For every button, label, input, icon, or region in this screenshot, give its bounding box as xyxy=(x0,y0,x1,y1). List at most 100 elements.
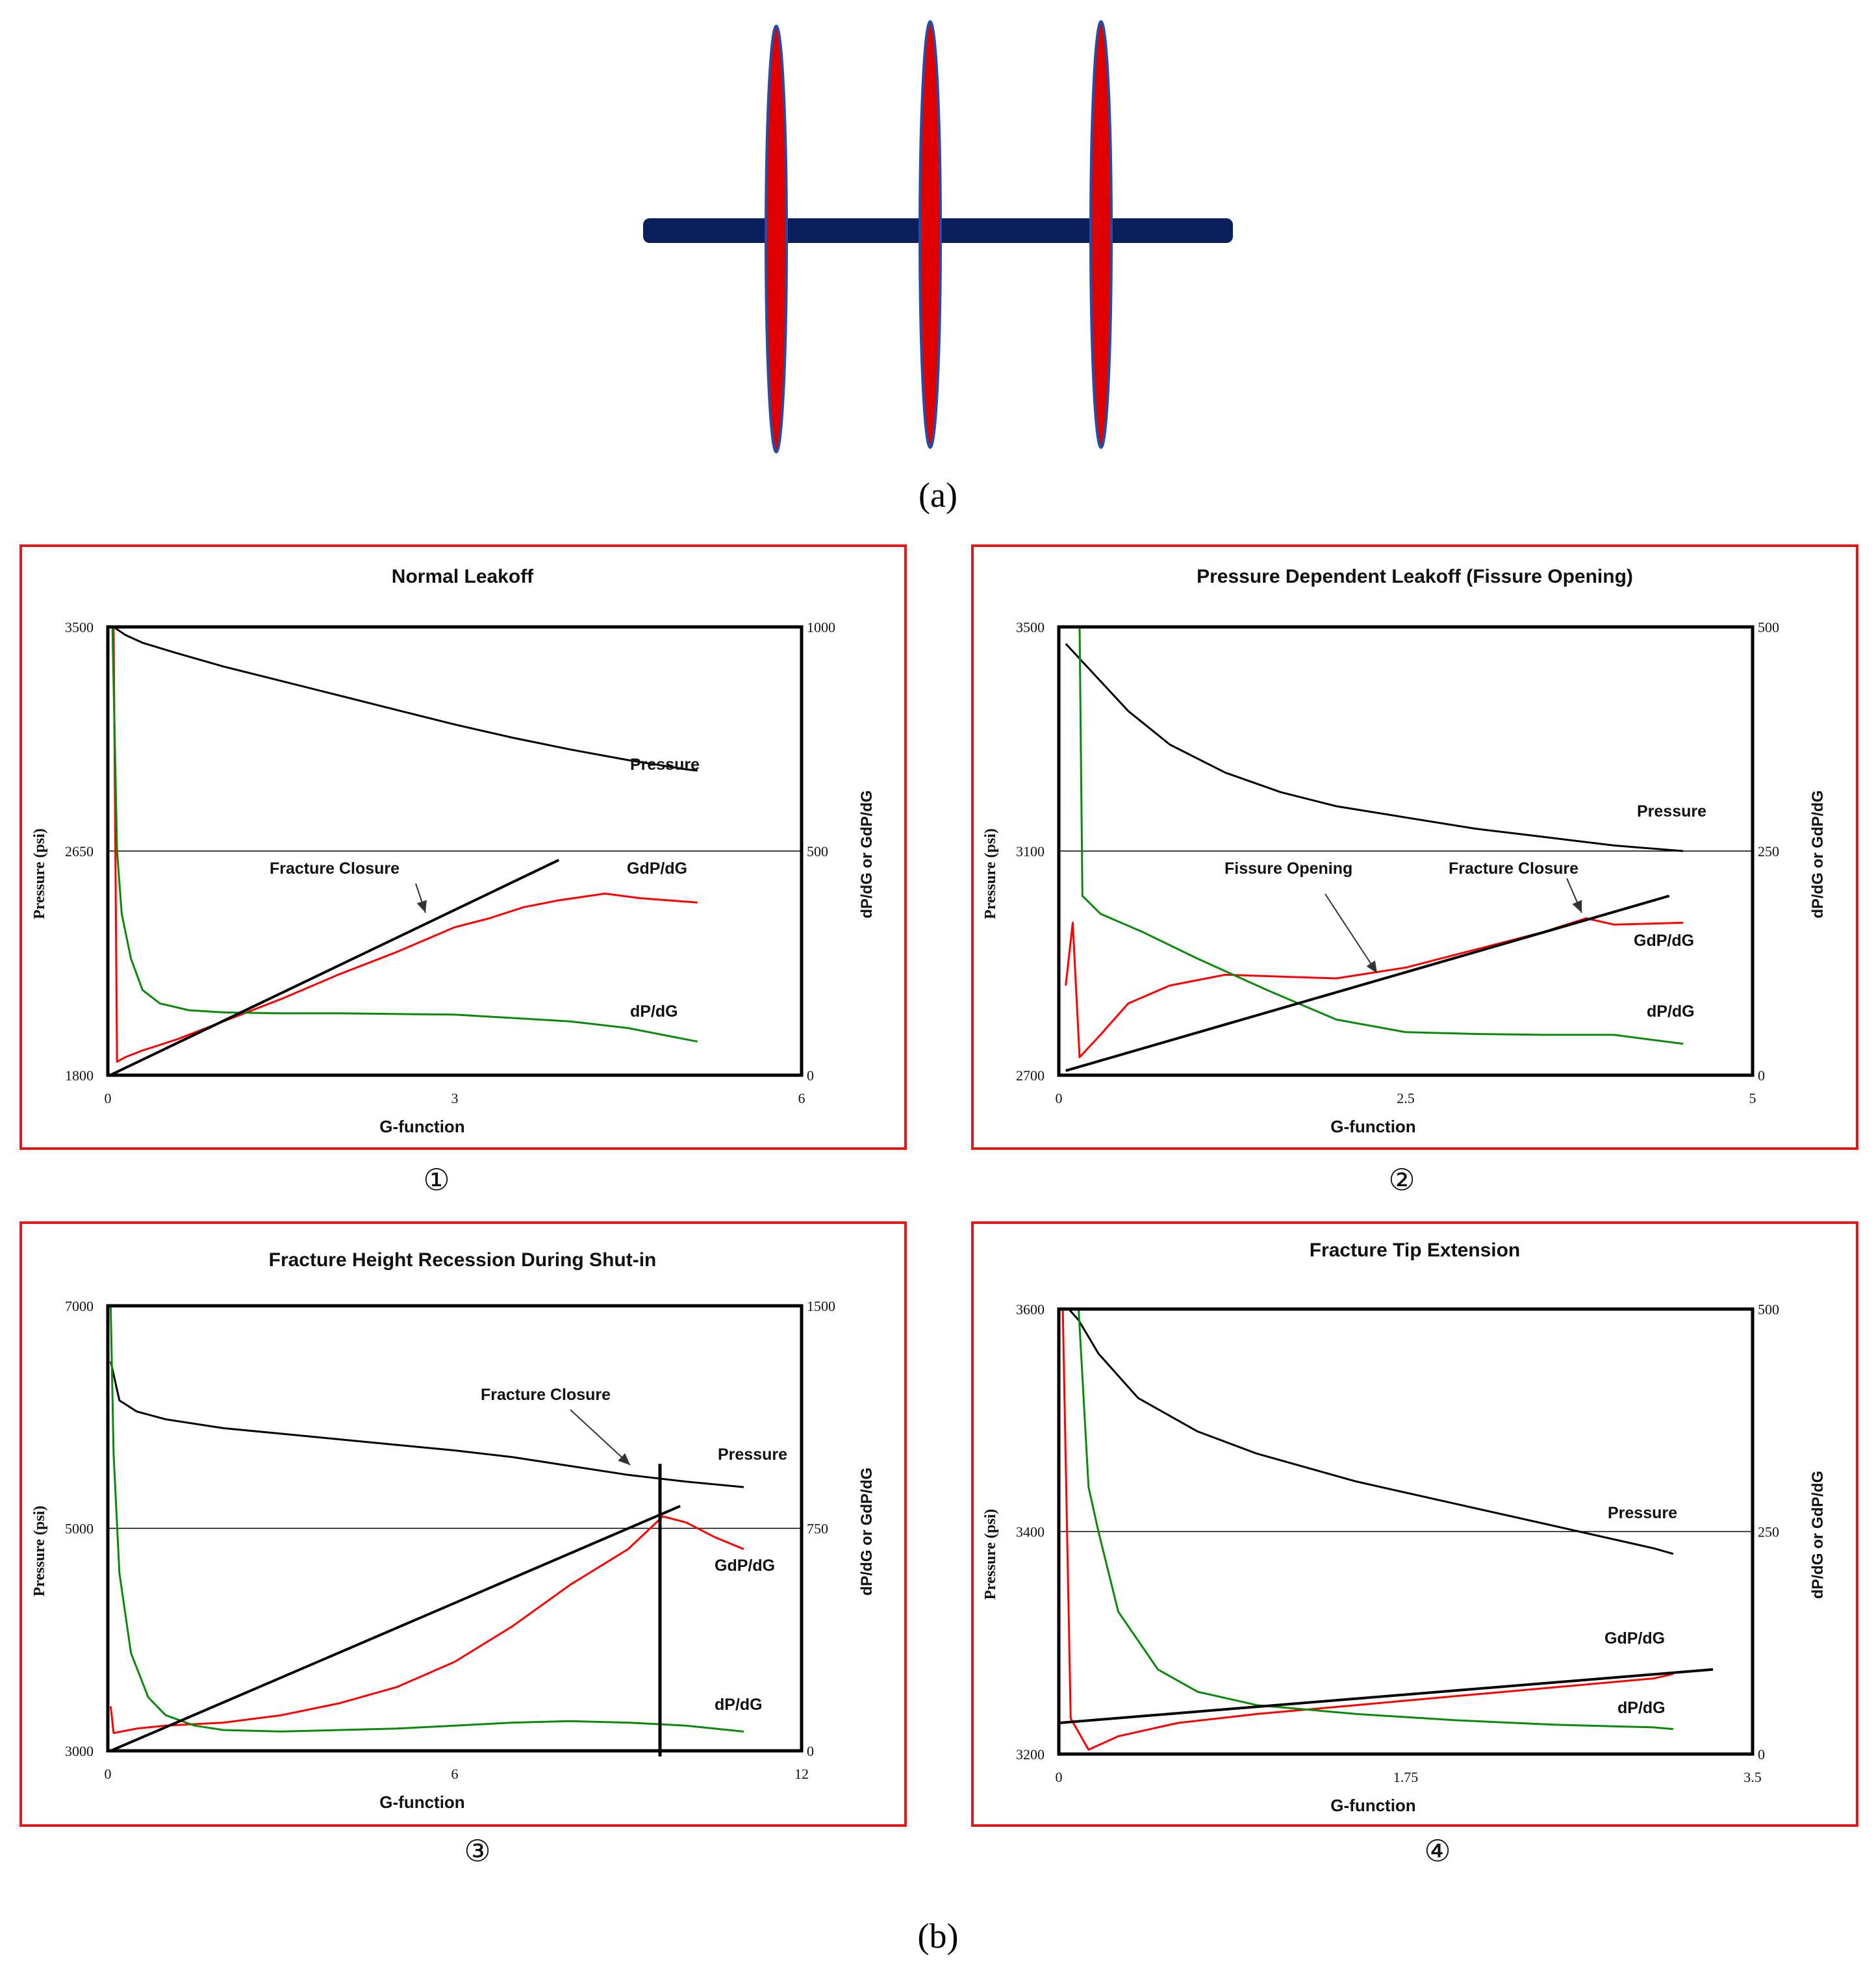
plot-area xyxy=(109,1306,744,1751)
arrowhead-icon xyxy=(416,900,427,913)
y2-tick-label: 0 xyxy=(807,1067,814,1084)
annotation-gdp-dg: GdP/dG xyxy=(715,1557,775,1575)
y2-tick-label: 250 xyxy=(1758,843,1779,859)
annotation-gdp-dg: GdP/dG xyxy=(1634,932,1694,950)
y2-tick-label: 500 xyxy=(807,843,828,859)
x-tick-label: 12 xyxy=(794,1766,809,1782)
y-tick-label: 3100 xyxy=(1016,843,1045,859)
series-tangent xyxy=(109,858,560,1075)
fracture-1 xyxy=(765,25,788,453)
series-pressure xyxy=(1065,643,1684,852)
y-tick-label: 7000 xyxy=(65,1298,94,1314)
annotation-dp-dg: dP/dG xyxy=(1647,1002,1695,1021)
chart-panel-4: Fracture Tip Extension 0 1.75 3.5 3200 3400 36… xyxy=(971,1221,1858,1868)
annotation-dp-dg: dP/dG xyxy=(715,1696,763,1714)
annotation-pressure: Pressure xyxy=(1637,802,1706,821)
plot-frame xyxy=(1057,625,1755,1077)
panel-border xyxy=(19,544,907,1150)
arrowhead-icon xyxy=(1572,900,1582,913)
x-tick-label: 5 xyxy=(1749,1090,1756,1106)
annotation-fracture-closure: Fracture Closure xyxy=(1449,859,1578,878)
annotation-arrow xyxy=(1325,893,1378,974)
chart-panel-3: Fracture Height Recession During Shut-in… xyxy=(19,1221,907,1868)
y2-axis-title: dP/dG or GdP/dG xyxy=(1809,1471,1827,1599)
annotation-pressure: Pressure xyxy=(1608,1504,1677,1522)
chart-title: Pressure Dependent Leakoff (Fissure Open… xyxy=(1197,566,1633,587)
chart-title: Normal Leakoff xyxy=(392,566,534,587)
x-tick-label: 0 xyxy=(1056,1769,1063,1785)
plot-area xyxy=(1059,1309,1714,1751)
y-tick-label: 3400 xyxy=(1016,1524,1045,1540)
label-b: (b) xyxy=(918,1916,959,1955)
annotation-pressure: Pressure xyxy=(718,1445,787,1464)
series-dp-dg xyxy=(111,627,698,1043)
plot-frame xyxy=(106,1304,804,1753)
annotation-gdp-dg: GdP/dG xyxy=(1604,1629,1665,1648)
annotation-dp-dg: dP/dG xyxy=(630,1002,678,1021)
annotation-dp-dg: dP/dG xyxy=(1617,1699,1666,1717)
plot-area xyxy=(109,627,698,1075)
y-tick-label: 3200 xyxy=(1016,1746,1045,1763)
series-dp-dg xyxy=(1078,1309,1674,1731)
y2-axis-title: dP/dG or GdP/dG xyxy=(858,1468,876,1596)
wellbore-fracture-diagram: (a) xyxy=(643,20,1233,515)
arrowhead-icon xyxy=(618,1453,630,1465)
x-axis-title: G-function xyxy=(1330,1796,1415,1815)
annotation-pressure: Pressure xyxy=(630,756,700,774)
x-tick-label: 2.5 xyxy=(1397,1090,1415,1106)
panel-number: ② xyxy=(1388,1162,1415,1197)
x-axis-title: G-function xyxy=(379,1792,464,1812)
plot-frame xyxy=(1057,1307,1755,1756)
fracture-2 xyxy=(919,20,942,449)
y-axis-title: Pressure (psi) xyxy=(982,1509,999,1600)
annotation-fracture-closure: Fracture Closure xyxy=(481,1386,611,1404)
series-gdp-dg xyxy=(112,627,698,1063)
annotation-fracture-closure: Fracture Closure xyxy=(270,859,399,878)
arrowhead-icon xyxy=(1366,960,1377,973)
annotation-arrow xyxy=(570,1409,631,1466)
plot-area xyxy=(1065,627,1684,1073)
y-tick-label: 3600 xyxy=(1016,1301,1045,1317)
y2-axis-title: dP/dG or GdP/dG xyxy=(858,790,876,918)
y-axis-title: Pressure (psi) xyxy=(982,828,999,919)
chart-panel-1: Normal Leakoff 0 3 6 1800 2650 3500 0 500 1000 G-f… xyxy=(19,544,907,1197)
chart-panel-2: Pressure Dependent Leakoff (Fissure Open… xyxy=(971,544,1858,1197)
y2-tick-label: 0 xyxy=(1758,1067,1765,1084)
series-gdp-dg xyxy=(1061,1309,1674,1751)
annotation-fissure-opening: Fissure Opening xyxy=(1224,859,1352,878)
x-tick-label: 3 xyxy=(451,1090,459,1106)
panel-border xyxy=(19,1221,907,1827)
x-tick-label: 0 xyxy=(1056,1090,1063,1106)
series-gdp-dg xyxy=(109,1515,744,1735)
y2-tick-label: 1500 xyxy=(807,1298,835,1314)
chart-title: Fracture Tip Extension xyxy=(1310,1240,1521,1261)
y-tick-label: 5000 xyxy=(65,1521,94,1537)
x-tick-label: 0 xyxy=(105,1766,112,1782)
y-tick-label: 3000 xyxy=(65,1743,94,1759)
plot-frame xyxy=(106,625,804,1077)
series-dp-dg xyxy=(109,1306,744,1733)
y2-tick-label: 750 xyxy=(807,1521,828,1537)
y2-tick-label: 0 xyxy=(1758,1746,1765,1763)
panel-border xyxy=(971,1221,1858,1827)
y-tick-label: 1800 xyxy=(65,1067,94,1084)
y-tick-label: 2650 xyxy=(65,843,94,859)
x-axis-title: G-function xyxy=(379,1117,464,1136)
x-tick-label: 6 xyxy=(798,1090,805,1106)
y-tick-label: 2700 xyxy=(1016,1067,1045,1084)
annotation-gdp-dg: GdP/dG xyxy=(627,859,687,878)
label-a: (a) xyxy=(919,476,957,515)
chart-title: Fracture Height Recession During Shut-in xyxy=(269,1249,657,1271)
series-tangent xyxy=(110,1505,681,1751)
series-pressure xyxy=(113,627,698,772)
y2-tick-label: 250 xyxy=(1758,1524,1779,1540)
x-tick-label: 3.5 xyxy=(1743,1769,1762,1785)
series-tangent xyxy=(1065,895,1670,1073)
y2-axis-title: dP/dG or GdP/dG xyxy=(1809,790,1827,918)
y2-tick-label: 500 xyxy=(1758,1301,1779,1317)
y-axis-title: Pressure (psi) xyxy=(31,1506,48,1597)
panel-number: ④ xyxy=(1424,1833,1451,1868)
x-axis-title: G-function xyxy=(1330,1117,1415,1136)
